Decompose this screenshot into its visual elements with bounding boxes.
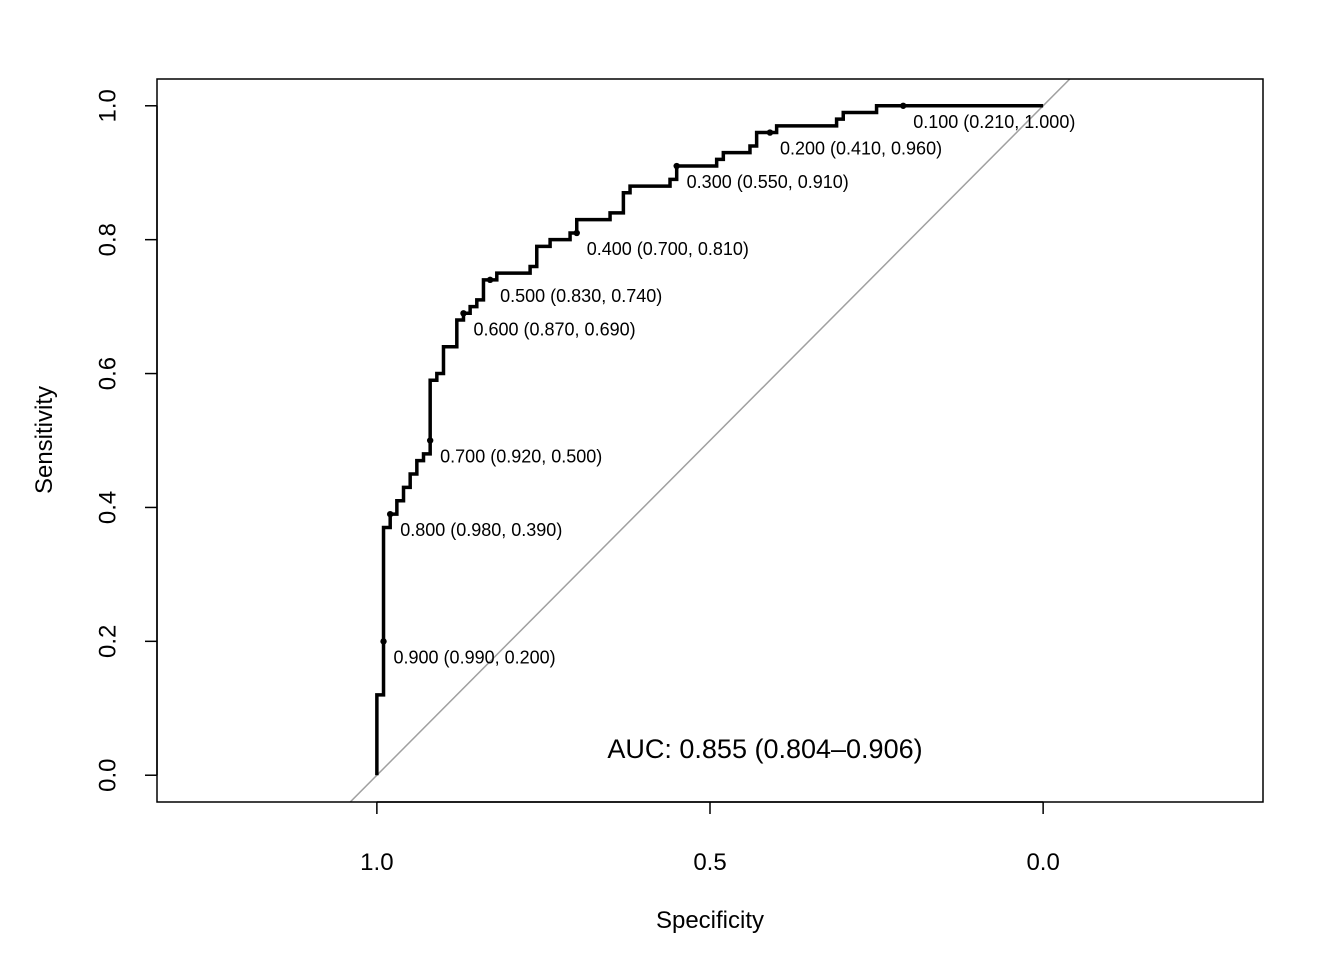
y-tick-label: 0.6	[94, 357, 121, 390]
threshold-point	[380, 638, 387, 645]
threshold-point-label: 0.600 (0.870, 0.690)	[473, 319, 635, 339]
x-axis-label: Specificity	[656, 907, 764, 934]
threshold-point	[900, 102, 907, 109]
auc-annotation: AUC: 0.855 (0.804–0.906)	[607, 734, 922, 764]
threshold-point	[486, 276, 494, 284]
y-tick-label: 0.2	[94, 625, 121, 658]
threshold-point-label: 0.700 (0.920, 0.500)	[440, 447, 602, 467]
threshold-point-label: 0.500 (0.830, 0.740)	[500, 286, 662, 306]
threshold-point-label: 0.900 (0.990, 0.200)	[394, 647, 556, 667]
x-tick-label: 0.0	[1026, 849, 1059, 876]
threshold-point-label: 0.800 (0.980, 0.390)	[400, 520, 562, 540]
y-tick-label: 0.4	[94, 491, 121, 524]
threshold-point-label: 0.200 (0.410, 0.960)	[780, 139, 942, 159]
roc-curve-group	[375, 104, 1044, 776]
threshold-point	[673, 162, 680, 170]
axes-group: 1.0 0.5 0.0 0.0 0.2 0.4 0.6 0.8 1.0	[94, 89, 1059, 876]
reference-line-group	[349, 79, 1071, 802]
reference-diagonal	[349, 79, 1071, 802]
threshold-point	[426, 437, 434, 444]
y-tick-label: 0.8	[94, 223, 121, 256]
y-tick-label: 1.0	[94, 89, 121, 122]
threshold-points-group: 0.100 (0.210, 1.000) 0.200 (0.410, 0.960)…	[380, 102, 1075, 667]
x-tick-label: 0.5	[693, 849, 726, 876]
threshold-point	[766, 129, 774, 136]
threshold-point-label: 0.400 (0.700, 0.810)	[587, 239, 749, 259]
x-tick-label: 1.0	[360, 849, 393, 876]
threshold-point-label: 0.300 (0.550, 0.910)	[687, 172, 849, 192]
roc-curve-line	[375, 104, 1044, 776]
threshold-point	[386, 510, 394, 518]
threshold-point	[573, 229, 580, 237]
threshold-point	[460, 310, 467, 317]
plot-frame	[156, 78, 1264, 803]
y-axis-label: Sensitivity	[31, 386, 58, 494]
threshold-point-label: 0.100 (0.210, 1.000)	[913, 112, 1075, 132]
y-tick-label: 0.0	[94, 759, 121, 792]
